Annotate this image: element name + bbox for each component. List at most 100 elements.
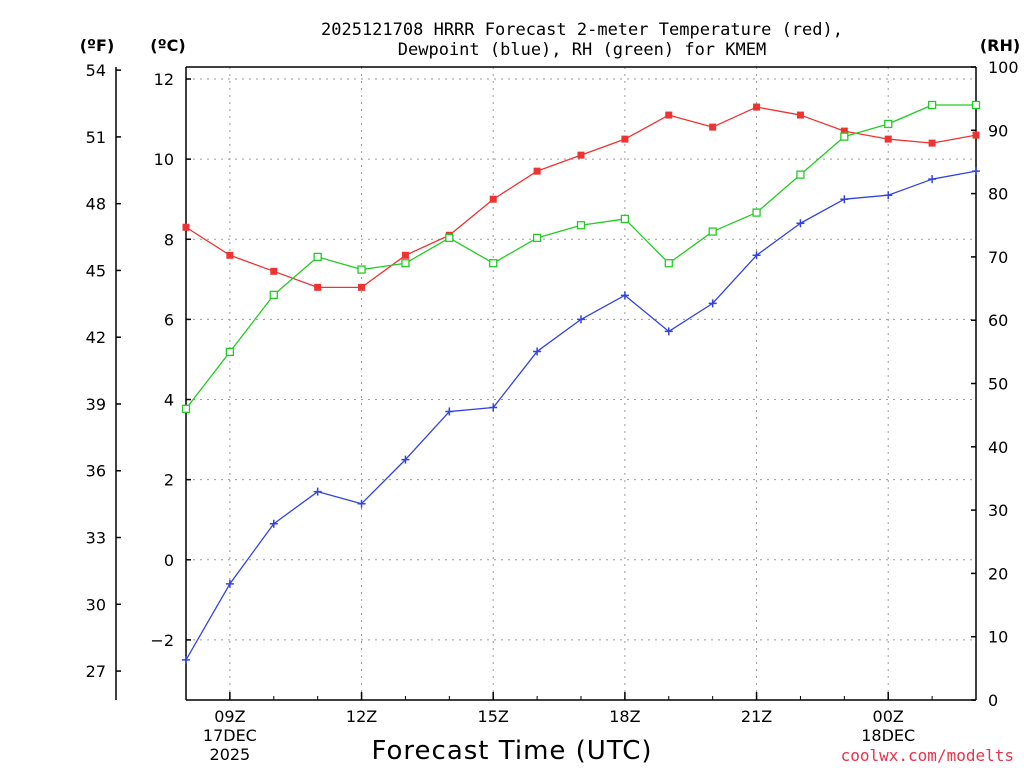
- dewpoint-point: [225, 579, 234, 588]
- relative-humidity-segment: [712, 211, 757, 233]
- relative-humidity-segment: [844, 123, 889, 138]
- dewpoint-segment: [887, 178, 933, 196]
- relative-humidity-segment: [449, 237, 494, 264]
- dewpoint-segment: [844, 194, 889, 200]
- temperature-segment: [668, 114, 713, 128]
- dewpoint-series: [182, 167, 980, 664]
- relative-humidity-segment: [185, 351, 231, 410]
- temperature-segment: [492, 170, 538, 200]
- dewpoint-segment: [273, 491, 319, 525]
- dewpoint-point: [796, 219, 805, 228]
- temperature-segment: [448, 198, 494, 236]
- fahrenheit-tick-label: 51: [86, 128, 106, 147]
- dewpoint-point: [577, 315, 585, 324]
- temperature-point: [182, 223, 190, 231]
- relative-humidity-point: [269, 290, 278, 300]
- dewpoint-segment: [536, 318, 582, 352]
- relative-humidity-point: [840, 132, 849, 141]
- relative-humidity-segment: [756, 174, 801, 214]
- temperature-segment: [624, 114, 670, 140]
- temperature-point: [314, 283, 322, 291]
- relative-humidity-segment: [624, 218, 670, 264]
- chart-title: 2025121708 HRRR Forecast 2-meter Tempera…: [321, 20, 843, 60]
- fahrenheit-tick-label: 39: [86, 395, 106, 414]
- relative-humidity-point: [884, 119, 893, 129]
- fahrenheit-tick-label: 30: [86, 595, 106, 614]
- temperature-segment: [756, 106, 801, 116]
- rh-tick-label: 10: [988, 628, 1008, 647]
- temperature-point: [884, 135, 892, 143]
- x-tick-label: 2025: [210, 745, 251, 764]
- rh-tick-label: 50: [988, 375, 1008, 394]
- dewpoint-segment: [361, 459, 406, 505]
- dewpoint-point: [884, 191, 893, 200]
- relative-humidity-point: [708, 227, 717, 236]
- celsius-tick-label: 6: [164, 310, 174, 329]
- dewpoint-segment: [756, 222, 801, 256]
- dewpoint-segment: [712, 254, 758, 304]
- relative-humidity-point: [357, 265, 366, 274]
- celsius-tick-label: 8: [164, 230, 174, 249]
- dewpoint-point: [752, 251, 761, 260]
- dewpoint-point: [357, 499, 366, 508]
- relative-humidity-point: [532, 233, 542, 243]
- rh-tick-label: 20: [988, 564, 1008, 583]
- fahrenheit-tick-label: 36: [86, 462, 106, 481]
- relative-humidity-segment: [580, 218, 625, 226]
- x-tick-label: 15Z: [478, 707, 509, 726]
- x-tick-label: 21Z: [741, 707, 772, 726]
- dewpoint-point: [620, 291, 629, 300]
- temperature-point: [840, 127, 848, 135]
- chart-title-line-2: Dewpoint (blue), RH (green) for KMEM: [398, 40, 766, 60]
- source-credit: coolwx.com/modelts: [841, 746, 1014, 765]
- celsius-tick-label: 4: [164, 391, 174, 410]
- dewpoint-segment: [492, 351, 538, 408]
- relative-humidity-segment: [229, 294, 275, 353]
- relative-humidity-segment: [668, 231, 714, 264]
- temperature-point: [972, 131, 980, 139]
- x-tick-label: 00Z: [873, 707, 904, 726]
- celsius-unit-label: (ºC): [150, 36, 185, 55]
- temperature-point: [489, 195, 497, 203]
- relative-humidity-segment: [492, 237, 538, 264]
- temperature-segment: [405, 234, 450, 256]
- dewpoint-point: [445, 407, 454, 416]
- dewpoint-point: [313, 487, 322, 496]
- dewpoint-segment: [668, 302, 714, 332]
- x-tick-label: 18DEC: [861, 726, 915, 745]
- rh-tick-label: 40: [988, 438, 1008, 457]
- dewpoint-segment: [580, 294, 626, 320]
- relative-humidity-segment: [317, 256, 362, 271]
- relative-humidity-point: [576, 221, 586, 230]
- temperature-point: [796, 111, 804, 119]
- temperature-point: [533, 167, 541, 175]
- dewpoint-point: [840, 195, 849, 204]
- grid: [186, 67, 976, 700]
- dewpoint-segment: [317, 491, 362, 505]
- fahrenheit-tick-label: 48: [86, 195, 106, 214]
- temperature-point: [621, 135, 629, 143]
- temperature-segment: [536, 154, 582, 172]
- data-series: [181, 100, 981, 664]
- temperature-point: [270, 267, 278, 275]
- x-tick-label: 09Z: [214, 707, 245, 726]
- dewpoint-point: [269, 519, 278, 528]
- temperature-segment: [844, 130, 889, 140]
- rh-tick-label: 0: [988, 691, 998, 710]
- rh-tick-label: 30: [988, 501, 1008, 520]
- celsius-tick-label: −2: [150, 631, 174, 650]
- x-tick-label: 12Z: [346, 707, 377, 726]
- dewpoint-point: [928, 175, 937, 184]
- dewpoint-point: [533, 347, 542, 356]
- temperature-point: [928, 139, 936, 147]
- temperature-segment: [185, 226, 231, 256]
- relative-humidity-point: [401, 259, 410, 268]
- temperature-segment: [229, 254, 275, 272]
- x-tick-label: 17DEC: [203, 726, 257, 745]
- relative-humidity-point: [796, 170, 805, 179]
- temperature-point: [401, 251, 409, 259]
- temperature-segment: [712, 106, 757, 128]
- dewpoint-point: [972, 167, 980, 176]
- dewpoint-segment: [185, 583, 231, 661]
